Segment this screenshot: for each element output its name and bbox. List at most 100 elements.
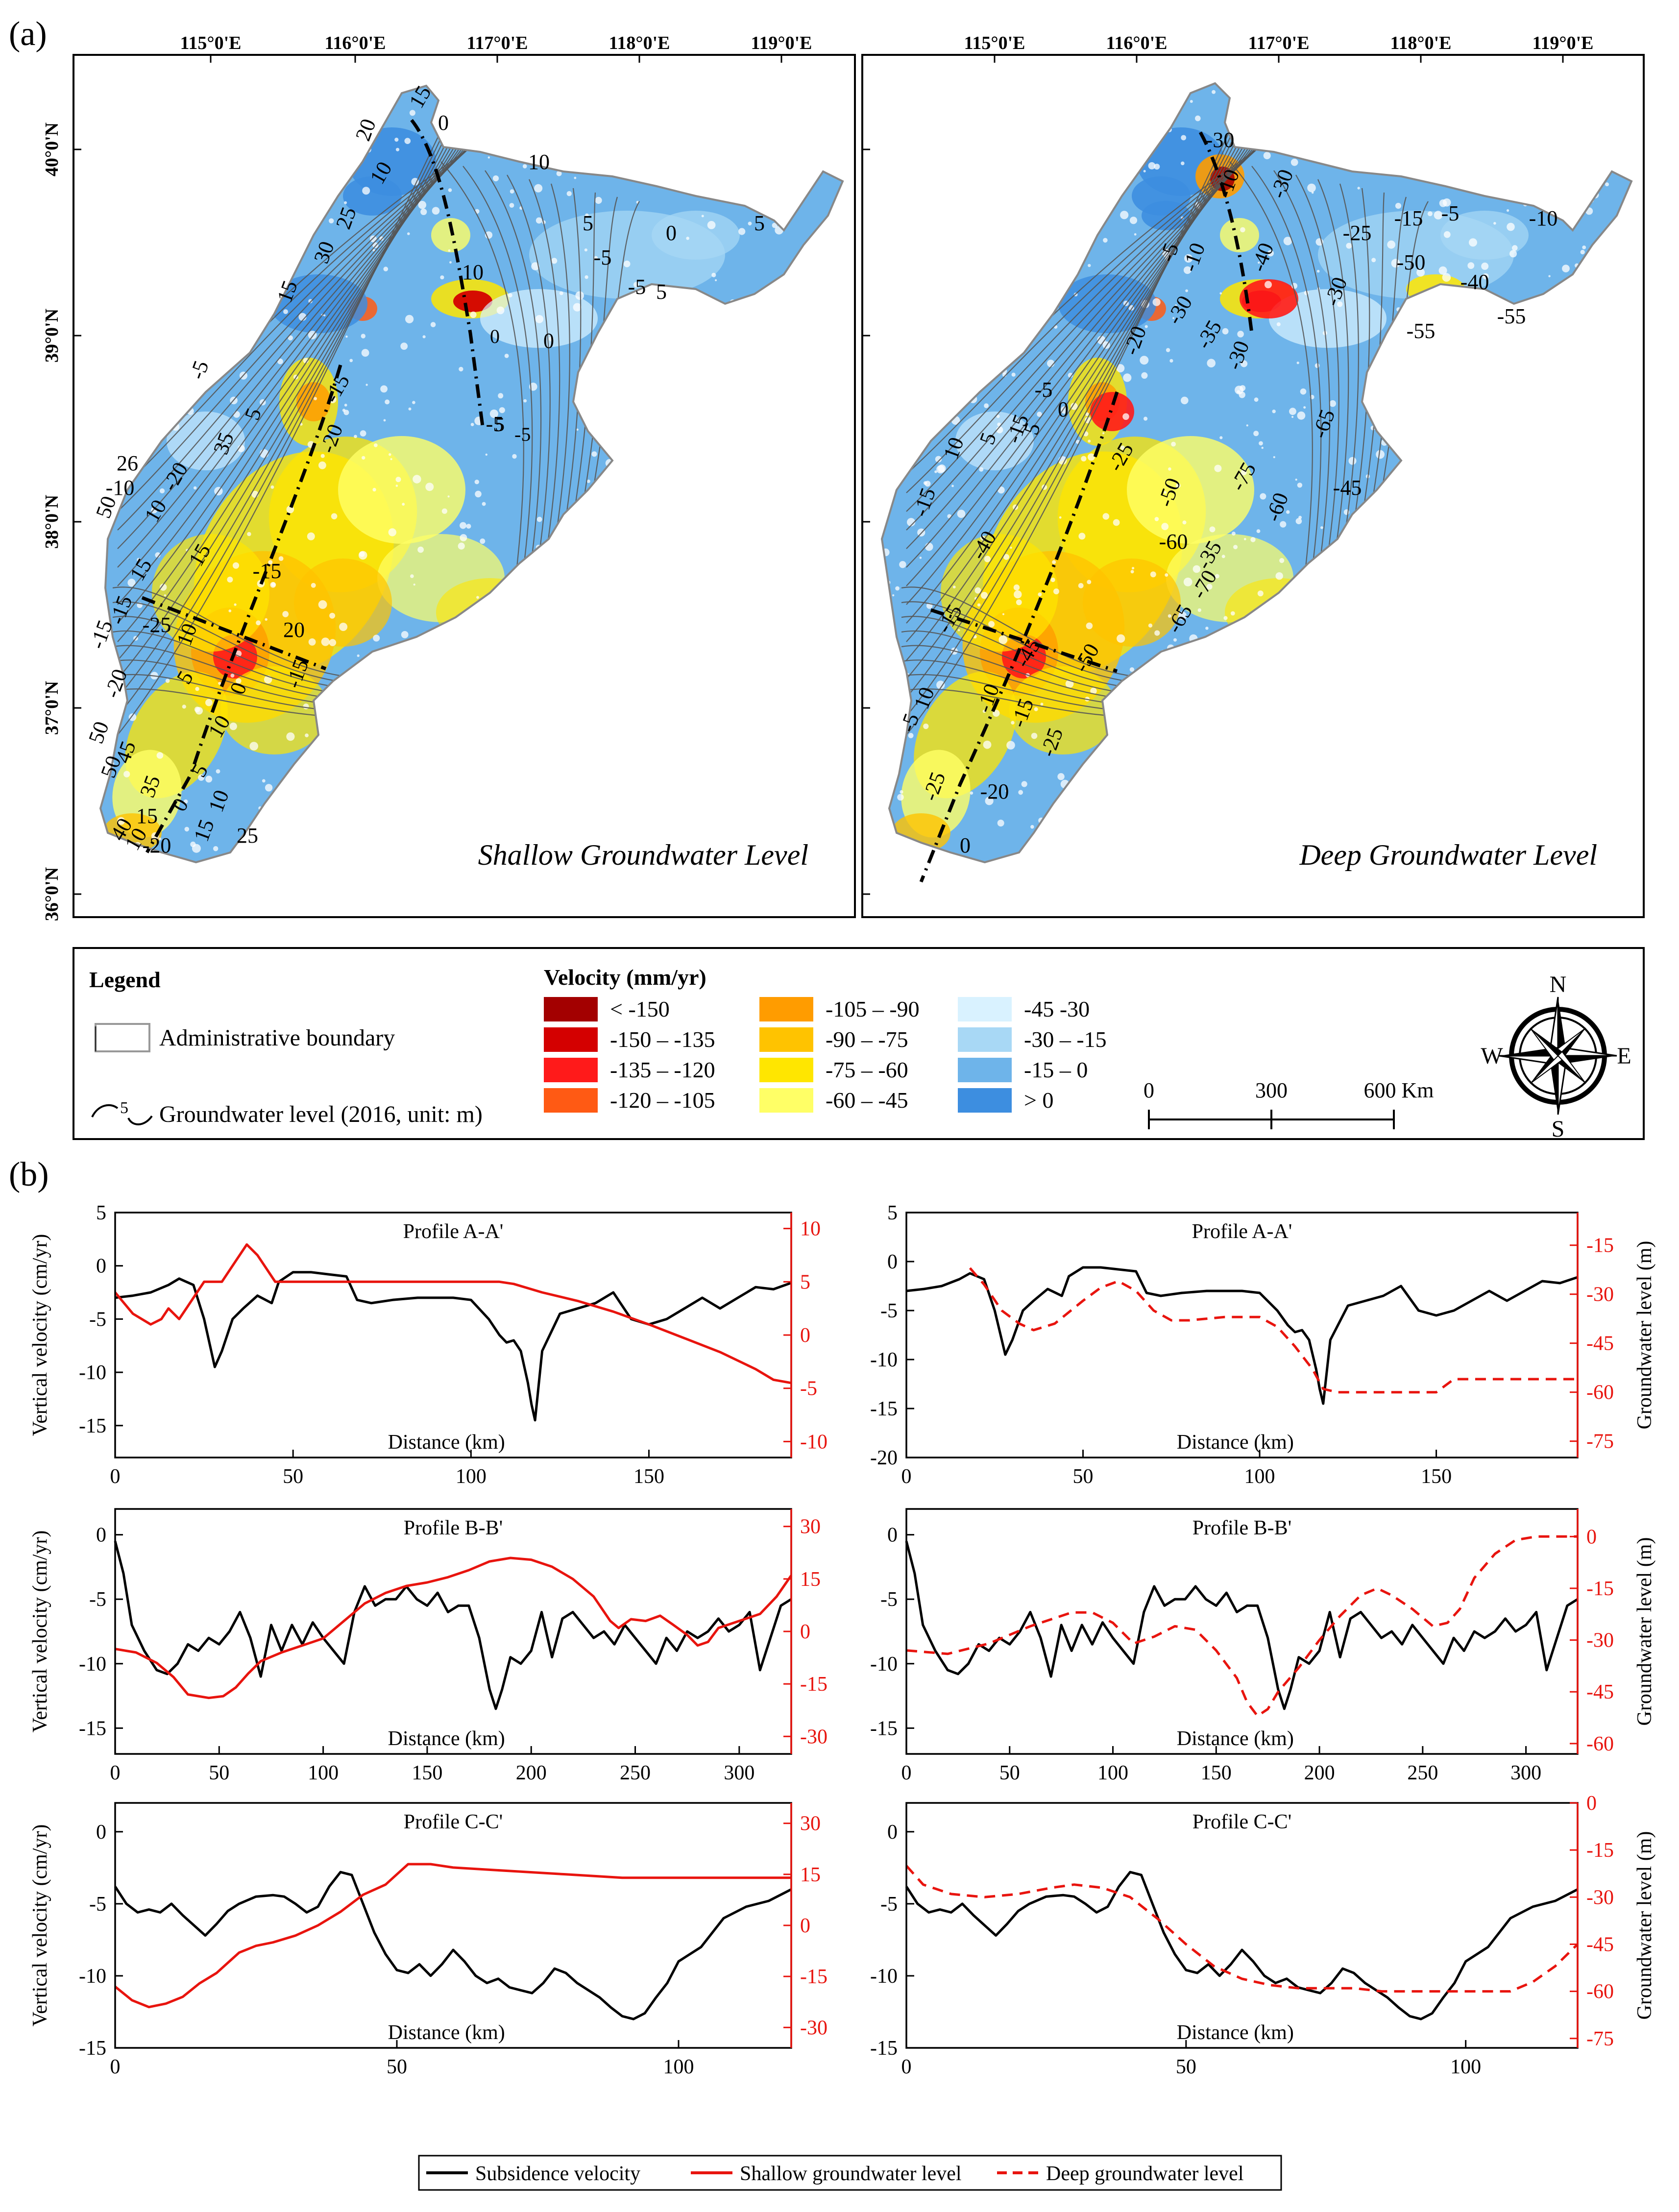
no-data-dot xyxy=(1037,412,1042,417)
no-data-dot xyxy=(357,654,360,657)
no-data-dot xyxy=(1279,558,1285,563)
contour-label: 26 xyxy=(117,451,138,475)
no-data-dot xyxy=(522,164,527,169)
no-data-dot xyxy=(1168,467,1171,471)
no-data-dot xyxy=(1002,613,1004,615)
no-data-dot xyxy=(1237,390,1241,393)
no-data-dot xyxy=(1141,372,1148,379)
no-data-dot xyxy=(1512,245,1518,251)
no-data-dot xyxy=(1442,273,1451,282)
no-data-dot xyxy=(974,587,981,594)
compass-point xyxy=(1549,1056,1558,1115)
chart-frame xyxy=(114,1508,792,1755)
no-data-dot xyxy=(361,334,365,339)
y-tick-label: 0 xyxy=(887,1821,898,1844)
no-data-dot xyxy=(1207,359,1216,367)
y-tick-label: -5 xyxy=(880,1300,898,1322)
no-data-dot xyxy=(362,456,365,460)
chart-title: Profile C-C' xyxy=(1192,1811,1291,1833)
no-data-dot xyxy=(1467,262,1475,269)
profile-legend-frame xyxy=(418,2155,1282,2191)
contour-label: -5 xyxy=(594,245,612,269)
no-data-dot xyxy=(938,464,946,473)
no-data-dot xyxy=(155,552,161,558)
no-data-dot xyxy=(1197,608,1201,612)
no-data-dot xyxy=(573,303,582,312)
no-data-dot xyxy=(1068,372,1073,378)
no-data-dot xyxy=(305,733,309,737)
shallow-groundwater-line xyxy=(114,1243,792,1385)
no-data-dot xyxy=(1253,431,1259,437)
no-data-dot xyxy=(288,335,293,340)
y-axis-label: Vertical velocity (cm/yr) xyxy=(29,1824,51,2027)
no-data-dot xyxy=(1134,233,1137,236)
no-data-dot xyxy=(361,349,369,357)
contour-line xyxy=(112,645,343,701)
contour-label: 5 xyxy=(583,211,593,235)
contour-label: 25 xyxy=(237,824,258,848)
no-data-dot xyxy=(923,481,927,485)
velocity-swatch xyxy=(958,1088,1012,1113)
y2-tick-label: -15 xyxy=(1586,1839,1614,1862)
x-tick-label: 100 xyxy=(308,1762,339,1784)
no-data-dot xyxy=(574,176,577,179)
no-data-dot xyxy=(278,556,284,561)
chart-bb-deep: 0 50 100 150 200 250 3000-5-10-150-15-30-45-60… xyxy=(870,1508,1656,1784)
no-data-dot xyxy=(447,495,450,498)
velocity-class-label: -45 -30 xyxy=(1024,997,1090,1021)
longitude-tick-label: 116°0'E xyxy=(324,33,386,53)
no-data-dot xyxy=(459,366,463,372)
no-data-dot xyxy=(1580,249,1585,255)
no-data-dot xyxy=(282,611,289,617)
no-data-dot xyxy=(230,674,235,678)
no-data-dot xyxy=(1103,238,1108,243)
no-data-dot xyxy=(195,687,199,691)
no-data-dot xyxy=(270,485,274,489)
no-data-dot xyxy=(256,620,261,626)
no-data-dot xyxy=(1183,578,1192,586)
y2-tick-label: -30 xyxy=(1586,1886,1614,1909)
no-data-dot xyxy=(1469,238,1477,247)
no-data-dot xyxy=(1120,445,1125,450)
velocity-class-label: > 0 xyxy=(1024,1088,1053,1113)
no-data-dot xyxy=(983,740,992,749)
velocity-swatch xyxy=(759,997,813,1021)
no-data-dot xyxy=(389,453,391,456)
velocity-patch xyxy=(652,211,740,260)
no-data-dot xyxy=(535,315,544,323)
velocity-class-label: < -150 xyxy=(610,997,670,1021)
no-data-dot xyxy=(1148,623,1153,628)
contour-label: 0 xyxy=(1058,397,1069,421)
no-data-dot xyxy=(156,752,164,759)
no-data-dot xyxy=(329,639,337,646)
contour-line xyxy=(507,174,551,588)
no-data-dot xyxy=(523,399,527,403)
no-data-dot xyxy=(707,221,716,229)
no-data-dot xyxy=(1509,250,1517,258)
no-data-dot xyxy=(509,203,514,208)
velocity-swatch xyxy=(544,997,598,1021)
no-data-dot xyxy=(919,557,922,559)
no-data-dot xyxy=(1438,266,1447,275)
contour-label: -55 xyxy=(1407,319,1436,343)
no-data-dot xyxy=(1021,781,1027,787)
x-tick-label: 0 xyxy=(110,2056,121,2078)
subsidence-line xyxy=(114,1871,792,2020)
no-data-dot xyxy=(997,422,1001,427)
longitude-ticks: 115°0'E 115°0'E 116°0'E 116°0'E 117°0'E 117°0… xyxy=(180,33,1594,63)
velocity-raster xyxy=(100,86,843,862)
no-data-dot xyxy=(402,503,405,506)
no-data-dot xyxy=(470,311,477,318)
scale-label-0: 0 xyxy=(1144,1078,1154,1102)
velocity-class-label: -120 – -105 xyxy=(610,1088,715,1113)
no-data-dot xyxy=(300,623,303,626)
velocity-swatch xyxy=(958,1027,1012,1052)
no-data-dot xyxy=(997,820,1004,826)
longitude-tick-label: 117°0'E xyxy=(1248,33,1309,53)
no-data-dot xyxy=(1038,592,1042,597)
no-data-dot xyxy=(925,542,933,551)
y-tick-label: -10 xyxy=(870,1653,898,1676)
contour-line xyxy=(462,166,533,588)
y-tick-label: -15 xyxy=(870,1717,898,1740)
